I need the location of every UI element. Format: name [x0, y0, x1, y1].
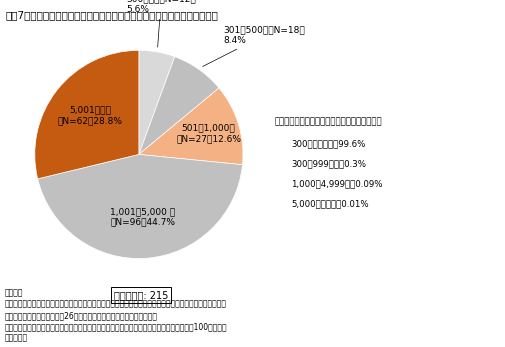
Wedge shape [139, 57, 219, 154]
Text: 認定企業数: 215: 認定企業数: 215 [114, 290, 168, 300]
Text: 5,001人以上
（N=62）28.8%: 5,001人以上 （N=62）28.8% [58, 106, 123, 125]
Text: 【参考】総企業数に占める規模別企業数の割合: 【参考】総企業数に占める規模別企業数の割合 [275, 117, 382, 126]
Text: 1,000〜4,999人：0.09%: 1,000〜4,999人：0.09% [291, 180, 383, 189]
Text: （備考）: （備考） [5, 288, 24, 297]
Wedge shape [35, 50, 139, 179]
Text: 301〜500人（N=18）
8.4%: 301〜500人（N=18） 8.4% [203, 26, 305, 67]
Text: 数の割合は総務省「平成26年経済センサスー基礎調査」より作成。: 数の割合は総務省「平成26年経済センサスー基礎調査」より作成。 [5, 311, 158, 320]
Text: ２．認定企業総数に占める割合は、小数点以下第２位を四捨五入しているため、合計しても100とはなら: ２．認定企業総数に占める割合は、小数点以下第２位を四捨五入しているため、合計して… [5, 322, 228, 331]
Text: 501〜1,000人
（N=27）12.6%: 501〜1,000人 （N=27）12.6% [176, 124, 241, 143]
Text: 300〜999人　：0.3%: 300〜999人 ：0.3% [291, 160, 366, 169]
Text: 1,001〜5,000 人
（N=96）44.7%: 1,001〜5,000 人 （N=96）44.7% [111, 207, 176, 227]
Wedge shape [38, 154, 242, 259]
Text: ない。: ない。 [5, 334, 28, 343]
Text: １．厚生労働省ホームページ掲載資料を基に内閣府男女共同参画局にて作成。総企業数に占める規模別企業: １．厚生労働省ホームページ掲載資料を基に内閣府男女共同参画局にて作成。総企業数に… [5, 299, 227, 308]
Text: 図表7　企業規模別の「えるぼし」認定企業数と認定企業総数に占める割合: 図表7 企業規模別の「えるぼし」認定企業数と認定企業総数に占める割合 [5, 10, 218, 20]
Text: 300人未満　　：99.6%: 300人未満 ：99.6% [291, 139, 366, 149]
Text: 5,000人以上　：0.01%: 5,000人以上 ：0.01% [291, 200, 369, 209]
Text: 300人以下（N=12）
5.6%: 300人以下（N=12） 5.6% [126, 0, 195, 47]
Wedge shape [139, 50, 175, 154]
Wedge shape [139, 88, 243, 165]
